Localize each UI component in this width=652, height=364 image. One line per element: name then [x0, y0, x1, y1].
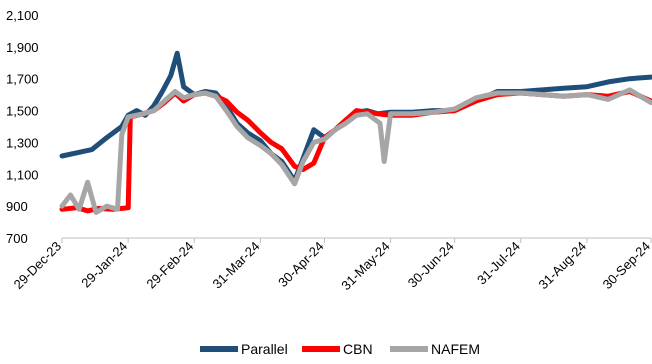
legend: Parallel CBN NAFEM [200, 341, 480, 357]
legend-label-cbn: CBN [343, 341, 373, 357]
y-tick-label: 1,500 [6, 104, 39, 119]
x-tick-label: 30-Apr-24 [275, 239, 326, 290]
legend-label-nafem: NAFEM [431, 341, 480, 357]
x-tick-label: 29-Feb-24 [143, 239, 196, 292]
axes-layer [61, 237, 652, 243]
y-tick-label: 1,100 [6, 167, 39, 182]
series-layer [59, 50, 652, 215]
y-tick-label: 1,300 [6, 135, 39, 150]
y-tick-label: 1,900 [6, 40, 39, 55]
y-tick-label: 900 [6, 199, 28, 214]
x-tick-label: 29-Dec-23 [11, 239, 65, 293]
tick-labels-layer: 700 900 1,100 1,300 1,500 1,700 1,900 2,100 29-D… [6, 8, 652, 293]
y-tick-label: 1,700 [6, 72, 39, 87]
x-tick-label: 30-Jun-24 [405, 239, 457, 291]
y-tick-label: 2,100 [6, 8, 39, 23]
x-tick-label: 29-Jan-24 [78, 239, 130, 291]
legend-label-parallel: Parallel [241, 341, 288, 357]
x-tick-label: 31-Jul-24 [474, 239, 523, 288]
x-tick-label: 31-Mar-24 [210, 239, 263, 292]
y-tick-label: 700 [6, 231, 28, 246]
x-tick-label: 31-Aug-24 [536, 239, 590, 293]
x-tick-label: 31-May-24 [338, 239, 393, 294]
x-tick-label: 30-Sep-24 [600, 239, 652, 293]
series-line-nafem [59, 87, 652, 215]
